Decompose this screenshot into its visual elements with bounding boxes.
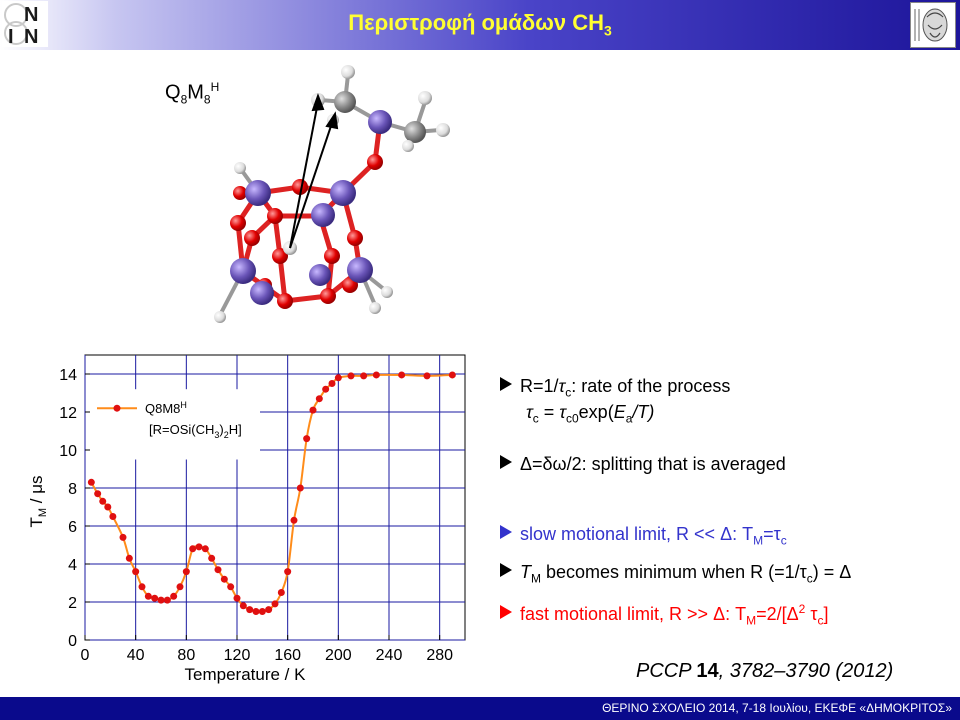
data-point <box>423 372 431 380</box>
data-point <box>182 568 190 576</box>
data-point <box>296 484 304 492</box>
svg-text:N: N <box>24 26 38 47</box>
triangle-bullet-icon <box>500 525 512 539</box>
data-point <box>94 490 102 498</box>
legend-series-name: Q8M8H <box>145 400 187 416</box>
footer-text: ΘΕΡΙΝΟ ΣΧΟΛΕΙΟ 2014, 7-18 Ιουλίου, ΕΚΕΦΕ… <box>602 701 952 715</box>
x-tick-label: 280 <box>426 647 453 664</box>
header-bar: N I N Περιστροφή ομάδων CH3 <box>0 0 960 50</box>
legend-box <box>88 389 260 460</box>
x-axis-label: Temperature / K <box>185 665 307 684</box>
data-point <box>157 596 165 604</box>
data-point <box>104 503 112 511</box>
triangle-bullet-icon <box>500 563 512 577</box>
data-point <box>151 594 159 602</box>
y-axis-label: TM / μs <box>27 475 49 527</box>
data-point <box>227 583 235 591</box>
data-point <box>87 478 95 486</box>
data-point <box>328 380 336 387</box>
data-point <box>334 374 342 382</box>
y-tick-label: 12 <box>59 405 77 422</box>
x-tick-label: 160 <box>274 647 301 664</box>
data-point <box>309 406 317 414</box>
data-point <box>258 608 266 615</box>
x-tick-label: 120 <box>224 647 251 664</box>
bullet-slow-limit: slow motional limit, R << Δ: TM=τc <box>500 524 787 548</box>
y-tick-label: 6 <box>68 519 77 536</box>
bullet-fast-limit: fast motional limit, R >> Δ: TM=2/[Δ2 τc… <box>500 602 828 628</box>
data-point <box>322 385 330 393</box>
journal-reference: PCCP 14, 3782–3790 (2012) <box>636 660 894 682</box>
data-point <box>303 435 311 443</box>
tm-temperature-chart: 0 40 80 120 160 200 240 280 0 2 4 6 8 10 12 14 Temperatu… <box>20 350 470 695</box>
svg-text:N: N <box>24 4 38 26</box>
legend-formula: [R=OSi(CH3)2H] <box>149 422 242 440</box>
data-point <box>163 596 171 604</box>
x-tick-label: 80 <box>177 647 195 664</box>
data-point <box>398 371 406 379</box>
data-point <box>290 516 298 524</box>
footer-bar: ΘΕΡΙΝΟ ΣΧΟΛΕΙΟ 2014, 7-18 Ιουλίου, ΕΚΕΦΕ… <box>0 697 960 720</box>
bullet-rate: R=1/τc: rate of the process <box>500 376 730 400</box>
data-point <box>125 554 133 562</box>
y-tick-label: 10 <box>59 443 77 460</box>
x-tick-label: 40 <box>127 647 145 664</box>
data-point <box>239 602 247 610</box>
molecule-structure <box>214 65 450 323</box>
data-point <box>252 608 260 615</box>
data-point <box>170 592 178 600</box>
data-point <box>448 371 456 379</box>
data-point <box>284 568 292 576</box>
bullet-splitting: Δ=δω/2: splitting that is averaged <box>500 454 786 475</box>
data-point <box>99 497 107 505</box>
data-point <box>360 372 368 380</box>
bullet-minimum: TM becomes minimum when R (=1/τc) = Δ <box>500 562 851 586</box>
data-point <box>214 566 222 574</box>
data-point <box>372 371 380 379</box>
data-point <box>109 513 117 520</box>
triangle-bullet-icon <box>500 605 512 619</box>
slide-title: Περιστροφή ομάδων CH3 <box>348 10 612 39</box>
y-tick-label: 4 <box>68 557 77 574</box>
bullet-tau-formula: τc = τc0exp(Ea/T) <box>526 402 655 426</box>
molecule-label: Q8M8H <box>165 80 220 107</box>
legend-marker <box>113 404 121 412</box>
data-point <box>277 589 285 596</box>
institute-logo: N I N <box>2 1 48 48</box>
data-point <box>315 395 323 403</box>
y-tick-label: 0 <box>68 633 77 650</box>
data-point <box>220 575 228 583</box>
data-point <box>271 600 279 608</box>
data-point <box>189 545 197 553</box>
y-tick-label: 8 <box>68 481 77 498</box>
x-tick-label: 240 <box>376 647 403 664</box>
data-point <box>347 372 355 380</box>
data-point <box>138 583 146 591</box>
data-point <box>195 543 203 551</box>
data-point <box>265 606 273 614</box>
triangle-bullet-icon <box>500 455 512 469</box>
democritus-seal-icon <box>910 2 956 48</box>
x-tick-label: 200 <box>325 647 352 664</box>
triangle-bullet-icon <box>500 377 512 391</box>
series-line <box>90 373 453 613</box>
svg-text:I: I <box>8 26 14 47</box>
data-point <box>176 583 184 591</box>
data-point <box>119 533 127 541</box>
data-point <box>201 545 209 553</box>
data-point <box>208 554 216 562</box>
y-tick-label: 14 <box>59 367 77 384</box>
data-point <box>144 592 152 600</box>
data-point <box>233 594 241 602</box>
y-tick-label: 2 <box>68 595 77 612</box>
data-point <box>246 606 254 614</box>
data-point <box>132 568 140 576</box>
x-tick-label: 0 <box>81 647 90 664</box>
